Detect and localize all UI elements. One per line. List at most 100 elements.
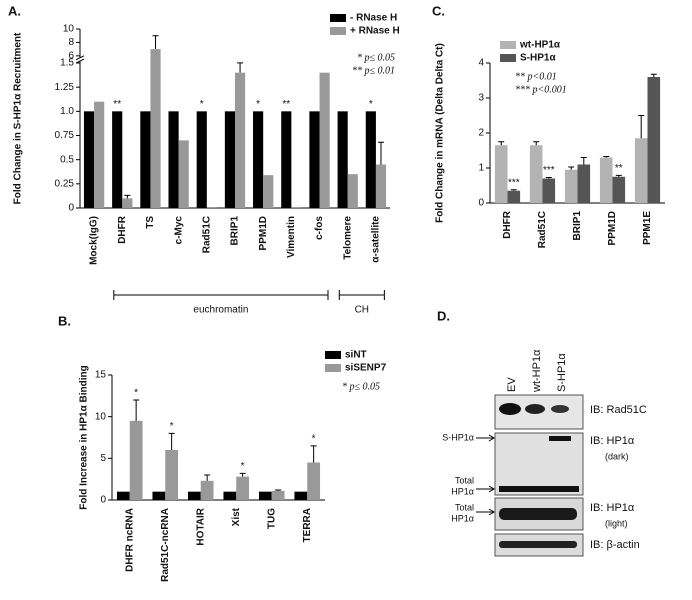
bar [83,111,95,208]
error-bar [168,432,175,450]
significance: * [312,433,316,444]
lane-label: S-HP1α [556,353,568,392]
bar [236,476,250,500]
error-bar [124,194,131,199]
group-label: euchromatin [193,305,248,316]
y-tick-label: 10 [63,24,75,35]
bar [375,164,387,208]
bar [337,111,348,208]
x-tick-label: c-Myc [173,216,184,245]
y-tick-label: 1.0 [60,106,74,117]
ib-label: IB: HP1α [590,502,635,514]
error-bar [237,62,244,73]
legend-label: wt-HP1α [519,40,561,51]
x-tick-label: Telomere [342,216,353,260]
bar [294,491,308,500]
note: ** p≤ 0.01 [352,65,395,76]
error-bar [133,399,140,421]
note: *** p<0.001 [515,84,567,95]
significance: * [369,99,373,110]
band [499,403,521,415]
bar [187,491,201,500]
y-tick-label: 0.75 [55,130,75,141]
x-tick-label: PPM1E [642,211,653,245]
x-tick-label: DHFR ncRNA [124,508,135,572]
x-tick-label: Vimentin [286,216,297,258]
note: * p≤ 0.05 [357,52,395,63]
y-tick-label: 8 [68,37,74,48]
y-tick-label: 0.25 [55,178,75,189]
bar [263,175,274,208]
y-tick-label: 4 [478,58,484,69]
bar [152,491,166,500]
marker-label: Total [455,475,474,485]
bar [271,490,285,500]
legend-swatch [500,41,516,49]
note: ** p<0.01 [515,71,557,82]
y-axis-label: Fold Change in mRNA (Delta Delta Ct) [435,43,446,223]
error-bar [377,141,384,165]
x-tick-label: Mock(IgG) [89,216,100,265]
legend-label: - RNase H [350,13,397,24]
error-bar [239,472,246,477]
bar [281,111,292,208]
y-tick-label: 5 [100,453,106,464]
y-axis [75,29,85,208]
bar [112,111,123,208]
significance: ** [282,99,290,110]
legend-swatch [330,27,346,35]
bar [307,462,321,500]
y-axis-label: Fold Increase in HP1α Binding [79,365,90,510]
legend-swatch [330,14,346,22]
bar [507,190,521,203]
group-label: CH [355,305,369,316]
y-tick-label: 3 [478,93,484,104]
x-tick-label: Rad51C-ncRNA [160,508,171,582]
error-bar [603,155,610,158]
bar [206,207,217,208]
y-tick-label: 0 [478,198,484,209]
x-tick-label: DHFR [117,215,128,244]
x-tick-label: TERRA [302,508,313,542]
bar [200,480,214,500]
significance: * [134,388,138,399]
y-tick-label: 6 [68,50,74,61]
y-tick-label: 0.5 [60,154,74,165]
blot-panel: D. EV wt-HP1α S-HP1α IB: Rad51C IB: HP1α… [437,308,647,557]
x-tick-label: BRIP1 [572,211,583,241]
x-tick-label: Xist [231,507,242,526]
x-tick-label: α-satellite [371,216,382,263]
bar [599,157,613,203]
legend-label: + RNase H [350,26,400,37]
marker-label: HP1α [451,486,474,496]
lane-label: wt-HP1α [531,349,543,393]
error-bar [580,157,587,165]
arrow [476,508,495,516]
bar [365,111,376,208]
band [499,508,577,520]
bar [253,111,264,208]
error-bar [638,115,645,139]
error-bar [533,141,540,146]
error-bar [152,35,159,50]
legend-label: siSENP7 [345,363,387,374]
legend-swatch [500,54,516,62]
error-bar [568,166,575,170]
bar [494,145,508,203]
arrow [476,485,495,493]
bar [647,77,661,203]
y-tick-label: 1.5 [60,58,74,69]
error-bar [545,176,552,179]
ib-sub: (dark) [605,451,629,461]
x-tick-label: PPM1D [258,216,269,250]
error-bar [615,174,622,177]
legend-swatch [325,351,341,359]
error-bar [498,141,505,146]
bar [223,491,237,500]
x-tick-label: HOTAIR [195,507,206,545]
note: * p≤ 0.05 [342,381,380,392]
x-tick-label: BRIP1 [230,216,241,246]
bar [612,176,626,203]
marker-label: HP1α [451,513,474,523]
